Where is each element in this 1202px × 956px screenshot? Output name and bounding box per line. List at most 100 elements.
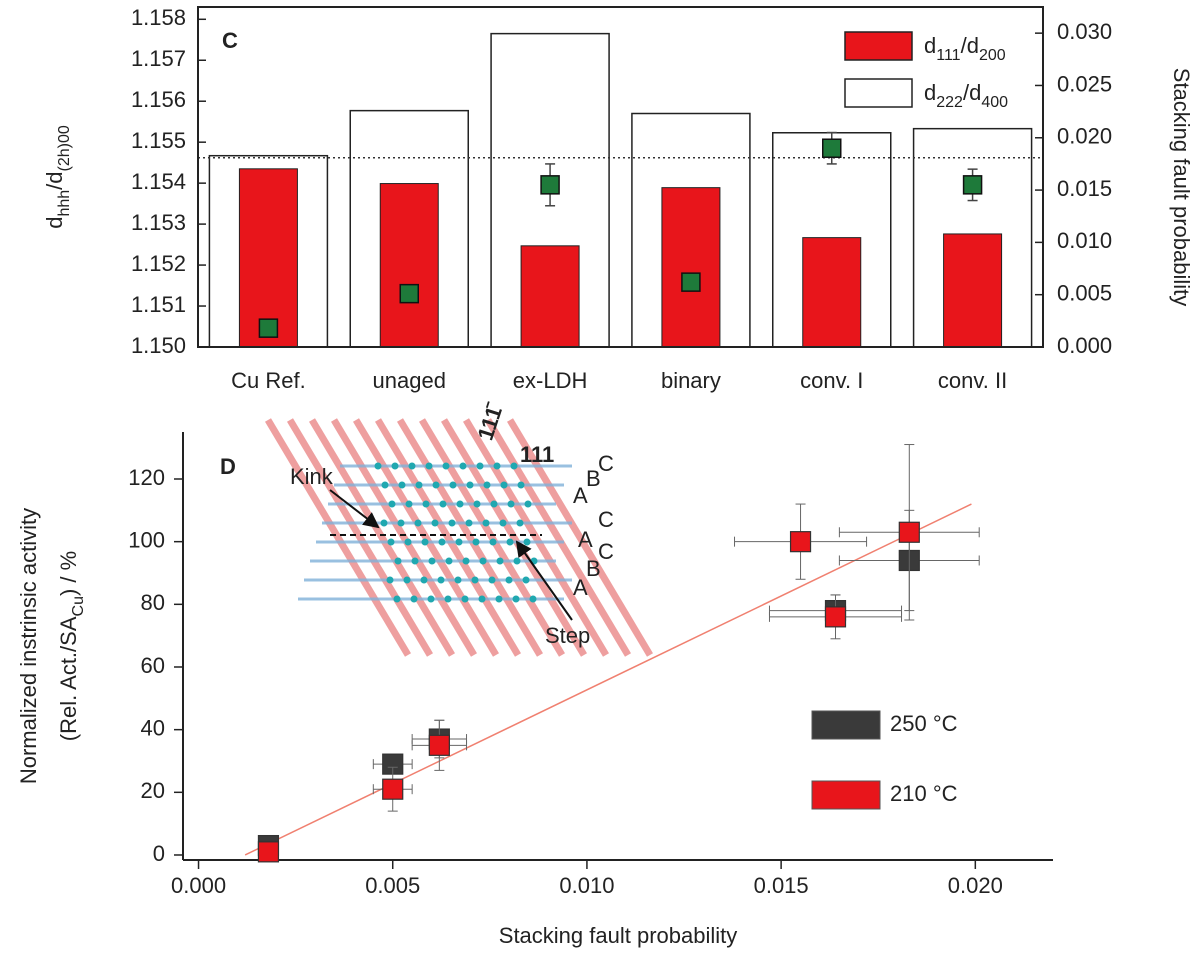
atom xyxy=(465,519,473,527)
atom xyxy=(524,500,532,508)
bar xyxy=(661,187,721,348)
atom xyxy=(513,557,521,565)
inset-label: Kink xyxy=(290,464,334,489)
x-tick-label: 0.020 xyxy=(948,873,1003,898)
atom xyxy=(422,500,430,508)
atom xyxy=(510,462,518,470)
y2-tick-label: 0.005 xyxy=(1057,281,1112,306)
y-tick-label: 1.153 xyxy=(131,210,186,235)
x-tick-label: 0.005 xyxy=(365,873,420,898)
arrow xyxy=(515,540,573,621)
y-tick-label: 1.150 xyxy=(131,333,186,358)
y-tick-label: 80 xyxy=(141,590,165,615)
marker xyxy=(681,272,701,292)
atom xyxy=(529,595,537,603)
stacking-letter: C xyxy=(598,451,614,476)
red-plane xyxy=(506,418,654,657)
x-tick-label: binary xyxy=(661,368,721,393)
atom xyxy=(408,462,416,470)
atom xyxy=(380,519,388,527)
legend-label: 210 °C xyxy=(890,781,958,806)
atom xyxy=(427,595,435,603)
stacking-letter: C xyxy=(598,539,614,564)
atom xyxy=(454,576,462,584)
panel-label: D xyxy=(220,454,236,479)
y-tick-label: 0 xyxy=(153,841,165,866)
atom xyxy=(461,595,469,603)
text-part: /d xyxy=(963,80,981,105)
atom xyxy=(499,519,507,527)
marker xyxy=(789,531,812,553)
y2-tick-label: 0.030 xyxy=(1057,19,1112,44)
atom xyxy=(516,519,524,527)
y2-tick-label: 0.010 xyxy=(1057,228,1112,253)
atom xyxy=(522,576,530,584)
legend-label: 250 °C xyxy=(890,711,958,736)
y2-tick-label: 0.020 xyxy=(1057,124,1112,149)
inset-label: 111 xyxy=(520,442,554,467)
atom xyxy=(439,500,447,508)
atom xyxy=(500,481,508,489)
y2-axis-label: Stacking fault probability xyxy=(1169,68,1194,306)
text-part: 111 xyxy=(936,47,960,64)
atom xyxy=(398,481,406,489)
marker xyxy=(399,283,419,304)
panel-label: C xyxy=(222,28,238,53)
atom xyxy=(478,595,486,603)
atom xyxy=(391,462,399,470)
atom xyxy=(495,595,503,603)
stacking-letter: A xyxy=(578,527,593,552)
marker xyxy=(822,138,842,158)
arrow xyxy=(329,489,380,529)
atom xyxy=(517,481,525,489)
atom xyxy=(490,500,498,508)
red-plane xyxy=(330,418,478,657)
red-plane xyxy=(352,418,500,657)
atom xyxy=(420,576,428,584)
atom xyxy=(473,500,481,508)
marker xyxy=(428,734,450,756)
atom xyxy=(476,462,484,470)
marker xyxy=(257,841,280,863)
atom xyxy=(479,557,487,565)
text-part: (Rel. Act./SA xyxy=(56,616,81,741)
bar xyxy=(943,233,1003,348)
fit-line xyxy=(244,503,972,856)
atom xyxy=(488,576,496,584)
text-part: d xyxy=(924,33,936,58)
bar xyxy=(379,183,439,348)
atom xyxy=(444,595,452,603)
y-axis-label: dhhh/d(2h)00 xyxy=(42,125,73,229)
text-part: d xyxy=(42,217,67,229)
atom xyxy=(432,481,440,489)
atom xyxy=(459,462,467,470)
atom xyxy=(438,538,446,546)
x-tick-label: 0.015 xyxy=(754,873,809,898)
atom xyxy=(445,557,453,565)
atom xyxy=(512,595,520,603)
atom xyxy=(493,462,501,470)
marker xyxy=(824,606,847,628)
text-part: (2h)00 xyxy=(56,125,73,171)
y-tick-label: 1.158 xyxy=(131,5,186,30)
red-plane xyxy=(484,418,632,657)
marker xyxy=(540,175,560,195)
text-part: 222 xyxy=(936,94,963,111)
y-tick-label: 1.151 xyxy=(131,292,186,317)
stacking-letter: B xyxy=(586,556,601,581)
atom xyxy=(404,538,412,546)
red-plane xyxy=(286,418,434,657)
legend-label: d222/d400 xyxy=(924,80,1008,111)
atom xyxy=(411,557,419,565)
y2-tick-label: 0.000 xyxy=(1057,333,1112,358)
bar xyxy=(802,237,862,348)
atom xyxy=(455,538,463,546)
y2-tick-label: 0.025 xyxy=(1057,71,1112,96)
bar xyxy=(520,245,580,348)
atom xyxy=(386,576,394,584)
atom xyxy=(437,576,445,584)
red-plane xyxy=(374,418,522,657)
atom xyxy=(483,481,491,489)
atom xyxy=(410,595,418,603)
